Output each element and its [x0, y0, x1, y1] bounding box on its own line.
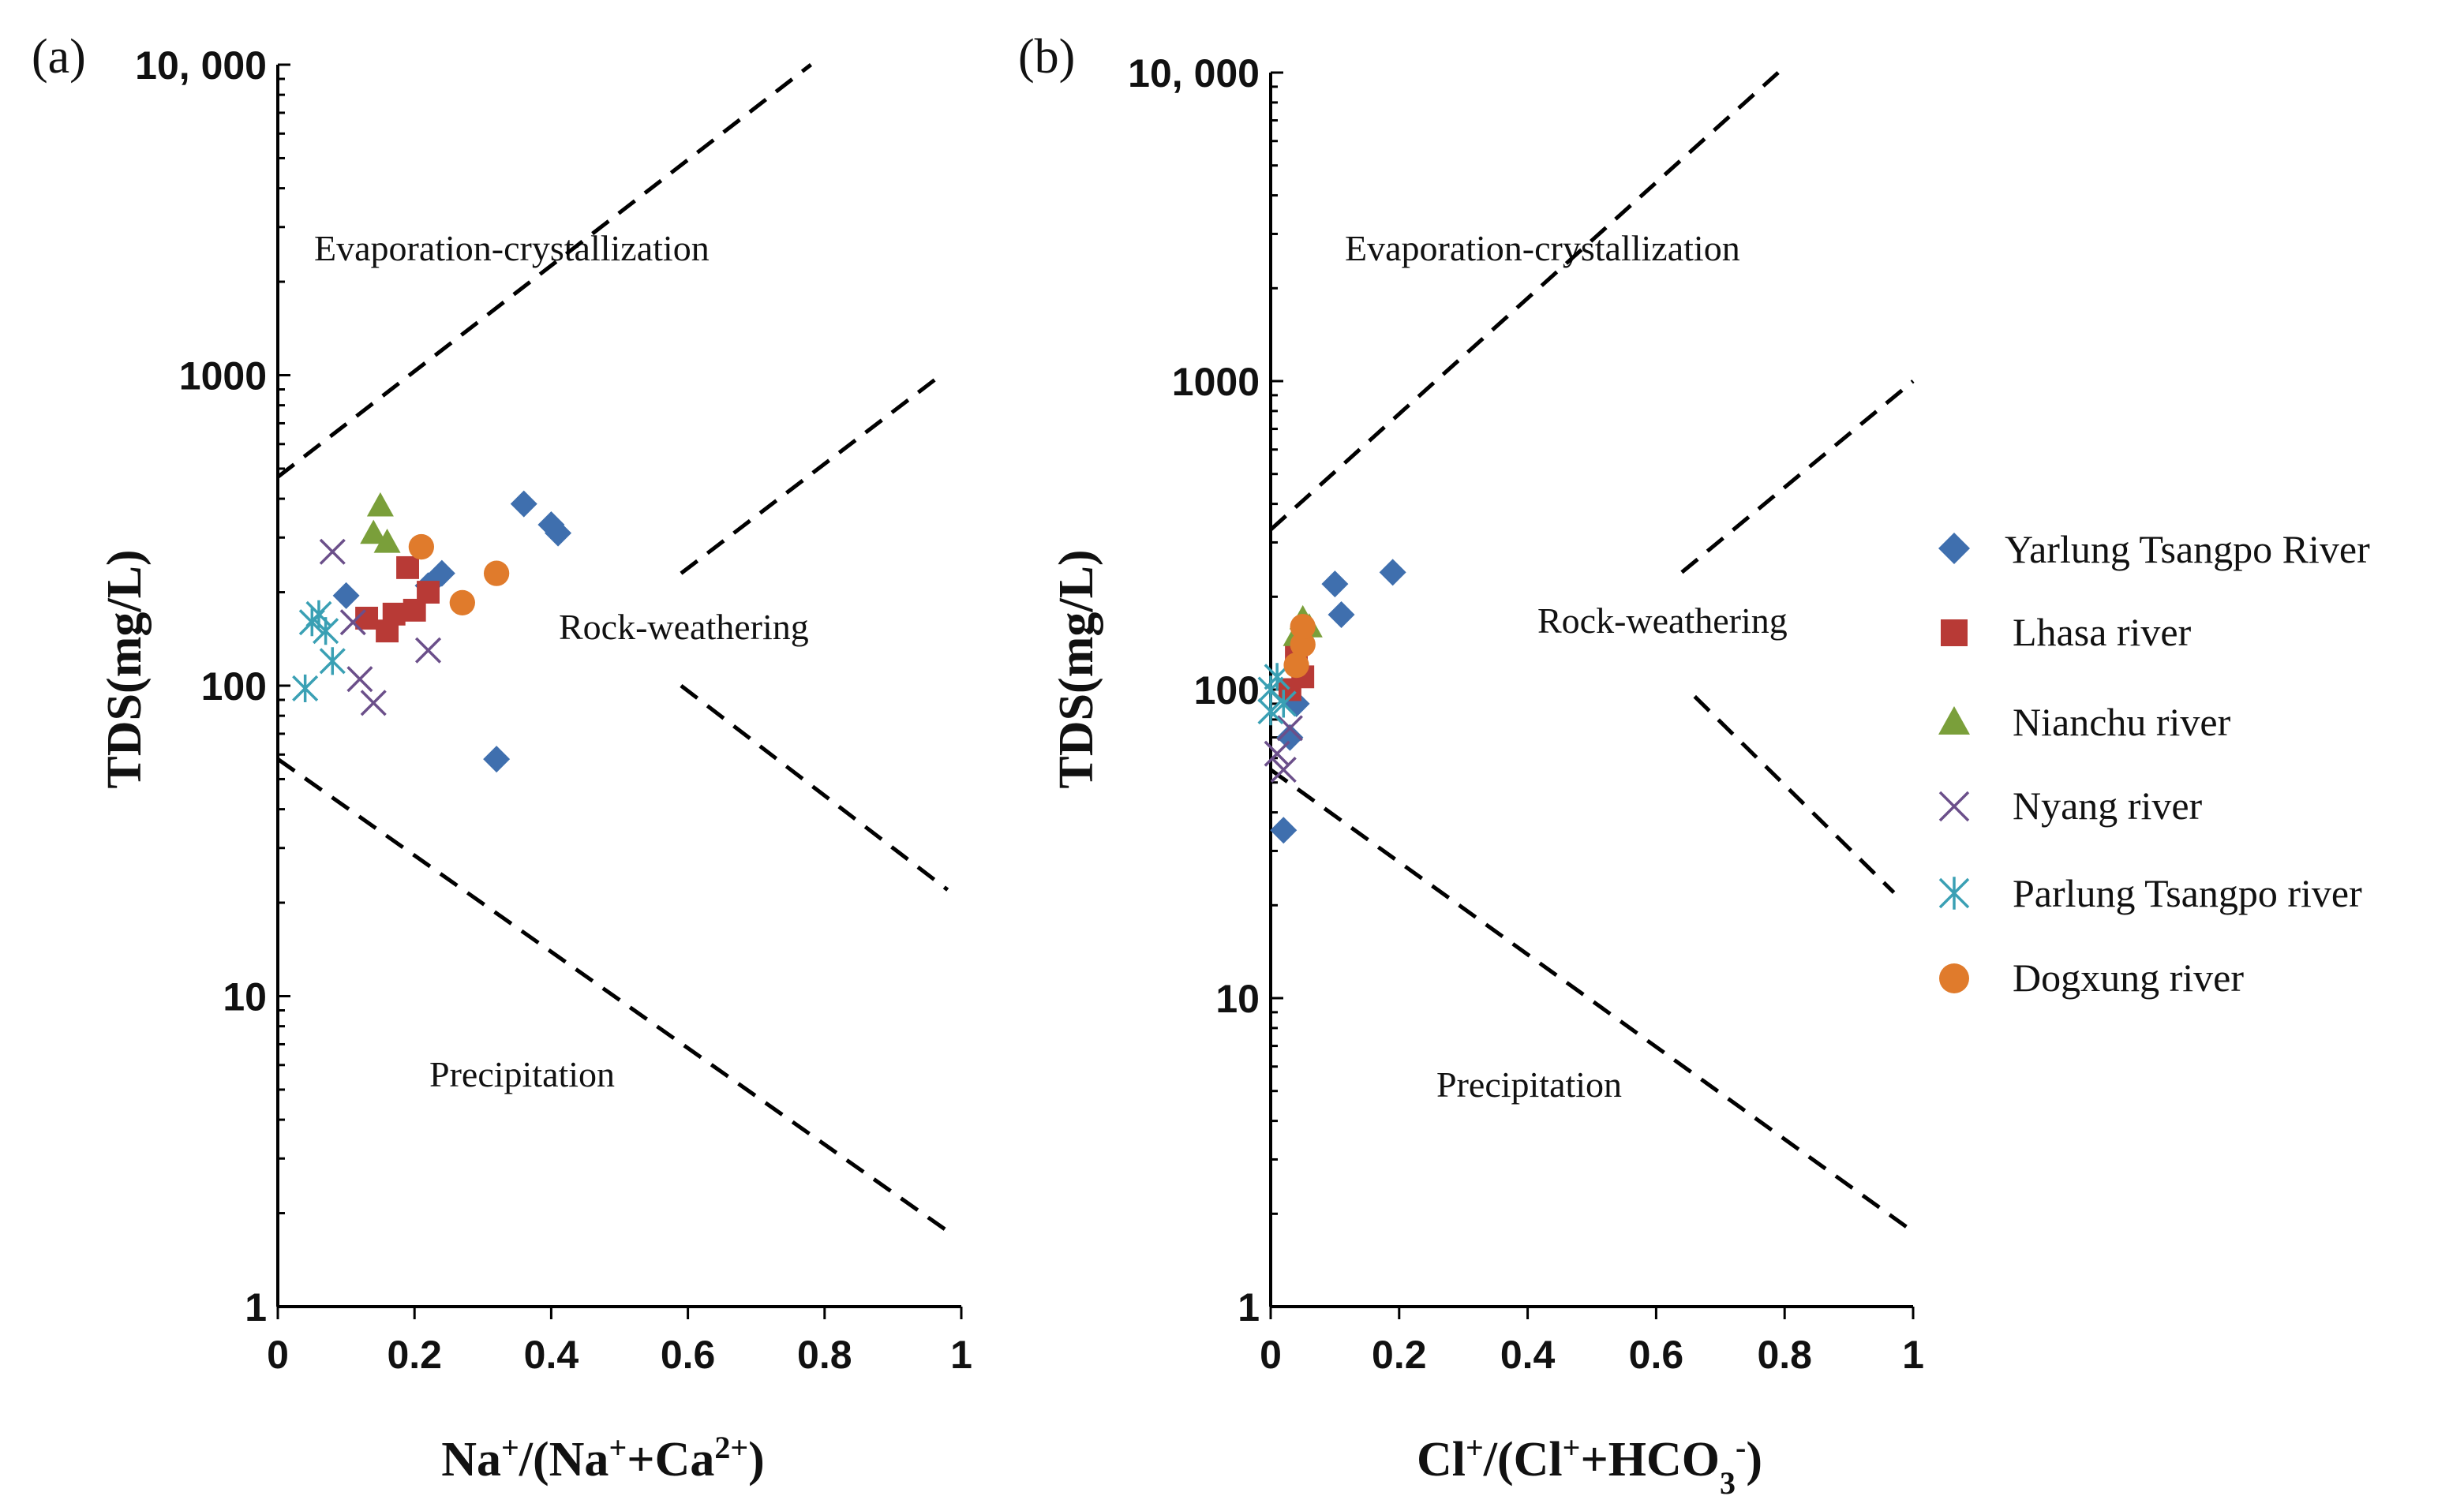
- panel-b-x-tick-label: 0.2: [1372, 1333, 1427, 1377]
- panel-a-point-lhasa-river: [396, 555, 419, 579]
- panel-a-point-dogxung-river: [449, 589, 475, 616]
- panel-b-point-yarlung-tsangpo-river: [1321, 570, 1349, 598]
- panel-b-boundary-upper-left: [1269, 71, 1780, 532]
- panel-b-region-rock: Rock-weathering: [1537, 600, 1788, 641]
- panel-b-point-nyang-river: [1264, 740, 1290, 767]
- panel-a-boundary-upper-right: [680, 373, 942, 575]
- panel-b-x-tick-label: 0.8: [1757, 1333, 1812, 1377]
- panel-b-label: (b): [1018, 30, 1075, 84]
- panel-b-point-yarlung-tsangpo-river: [1270, 817, 1298, 844]
- panel-a-point-nianchu-river: [360, 519, 388, 544]
- panel-a-x-tick-label: 1: [950, 1333, 972, 1377]
- panel-b-x-tick-label: 0.4: [1500, 1333, 1556, 1377]
- panel-a-point-nyang-river: [346, 666, 373, 693]
- panel-b-y-tick-label: 1: [1238, 1285, 1260, 1330]
- panel-a-x-tick-label: 0.4: [524, 1333, 579, 1377]
- panel-a-point-yarlung-tsangpo-river: [332, 582, 360, 609]
- panel-a-ylabel: TDS(mg/L): [98, 549, 152, 788]
- legend-label-parlung-tsangpo-river: Parlung Tsangpo river: [2013, 871, 2362, 915]
- panel-b-point-parlung-tsangpo-river: [1270, 690, 1297, 718]
- panel-b-point-dogxung-river: [1283, 652, 1309, 679]
- panel-a-x-tick-label: 0: [267, 1333, 289, 1377]
- panel-b-scatter: (b) TDS(mg/L) Cl+/(Cl++HCO3-) Evaporatio…: [1018, 30, 1924, 1496]
- panel-a-boundary-lower-left: [276, 757, 949, 1233]
- panel-a-region-rock: Rock-weathering: [559, 607, 809, 647]
- panel-b-boundary-upper-right: [1680, 380, 1915, 574]
- legend-label-nianchu-river: Nianchu river: [2013, 700, 2231, 744]
- panel-a-point-yarlung-tsangpo-river: [483, 746, 511, 773]
- panel-b-point-yarlung-tsangpo-river: [1327, 600, 1355, 628]
- panel-b-y-tick-label: 1000: [1172, 360, 1260, 404]
- panel-b-point-yarlung-tsangpo-river: [1276, 724, 1304, 751]
- panel-b-x-tick-label: 1: [1902, 1333, 1924, 1377]
- panel-b-region-evaporation: Evaporation-crystallization: [1345, 228, 1740, 268]
- legend-marker-parlung-tsangpo-river: [1938, 877, 1970, 910]
- panel-a-point-nyang-river: [339, 609, 366, 636]
- panel-b-xlabel: Cl+/(Cl++HCO3-): [1417, 1430, 1762, 1496]
- legend: Yarlung Tsangpo River Lhasa river Nianch…: [1938, 527, 2370, 1000]
- legend-marker-dogxung-river: [1939, 963, 1969, 993]
- panel-b-ylabel: TDS(mg/L): [1050, 549, 1103, 788]
- panel-a-point-dogxung-river: [483, 560, 510, 586]
- panel-a-point-yarlung-tsangpo-river: [510, 490, 537, 518]
- panel-a-point-nianchu-river: [373, 529, 401, 553]
- panel-a-x-tick-label: 0.8: [797, 1333, 852, 1377]
- panel-b-region-precipitation: Precipitation: [1436, 1064, 1622, 1105]
- panel-a-xlabel: Na+/(Na++Ca2+): [441, 1430, 765, 1487]
- legend-label-yarlung-tsangpo-river: Yarlung Tsangpo River: [2005, 527, 2370, 571]
- legend-label-lhasa-river: Lhasa river: [2013, 610, 2192, 654]
- panel-a-y-tick-label: 10, 000: [135, 43, 267, 88]
- panel-a-y-tick-label: 10: [223, 975, 267, 1019]
- panel-b-y-tick-label: 10, 000: [1128, 51, 1260, 95]
- panel-a-region-evaporation: Evaporation-crystallization: [314, 228, 710, 268]
- panel-a-y-tick-label: 1000: [179, 354, 267, 398]
- panel-a-label: (a): [32, 30, 86, 84]
- panel-b-point-nyang-river: [1270, 756, 1297, 784]
- panel-a-point-dogxung-river: [408, 533, 435, 560]
- legend-marker-nyang-river: [1938, 791, 1970, 822]
- panel-b-point-dogxung-river: [1290, 631, 1316, 658]
- panel-a-y-tick-label: 100: [201, 664, 267, 709]
- panel-a-scatter: (a) TDS(mg/L) Na+/(Na++Ca2+) Evaporation…: [32, 30, 972, 1487]
- panel-a-point-parlung-tsangpo-river: [292, 674, 319, 703]
- panel-a-point-nyang-river: [360, 690, 387, 716]
- panel-b-y-tick-label: 10: [1215, 977, 1260, 1021]
- panel-a-x-tick-label: 0.6: [661, 1333, 716, 1377]
- panel-a-point-nianchu-river: [366, 492, 394, 517]
- panel-b-x-tick-label: 0: [1260, 1333, 1282, 1377]
- panel-a-point-nyang-river: [414, 637, 442, 664]
- panel-a-y-tick-label: 1: [245, 1285, 267, 1330]
- panel-a-point-parlung-tsangpo-river: [313, 617, 339, 645]
- panel-a-point-nyang-river: [319, 538, 346, 565]
- panel-a-point-yarlung-tsangpo-river: [545, 519, 572, 547]
- panel-a-point-yarlung-tsangpo-river: [428, 559, 455, 587]
- legend-marker-lhasa-river: [1941, 619, 1968, 646]
- panel-b-boundary-lower-right: [1693, 694, 1896, 894]
- panel-b-x-tick-label: 0.6: [1629, 1333, 1684, 1377]
- panel-b-y-tick-label: 100: [1194, 668, 1260, 712]
- panel-a-boundary-upper-left: [276, 63, 813, 479]
- legend-label-nyang-river: Nyang river: [2013, 784, 2203, 828]
- legend-label-dogxung-river: Dogxung river: [2013, 956, 2244, 1000]
- panel-b-boundary-lower-left: [1269, 768, 1915, 1234]
- panel-a-x-tick-label: 0.2: [387, 1333, 442, 1377]
- panel-a-point-parlung-tsangpo-river: [319, 647, 346, 675]
- panel-b-point-nyang-river: [1276, 715, 1303, 742]
- panel-b-point-dogxung-river: [1290, 614, 1316, 640]
- legend-marker-nianchu-river: [1938, 706, 1970, 735]
- panel-a-region-precipitation: Precipitation: [429, 1054, 615, 1094]
- panel-a-point-lhasa-river: [382, 602, 406, 626]
- panel-a-boundary-lower-right: [680, 684, 949, 892]
- panel-b-point-yarlung-tsangpo-river: [1379, 559, 1406, 586]
- panel-a-point-lhasa-river: [417, 581, 440, 604]
- legend-marker-yarlung-tsangpo-river: [1938, 533, 1970, 564]
